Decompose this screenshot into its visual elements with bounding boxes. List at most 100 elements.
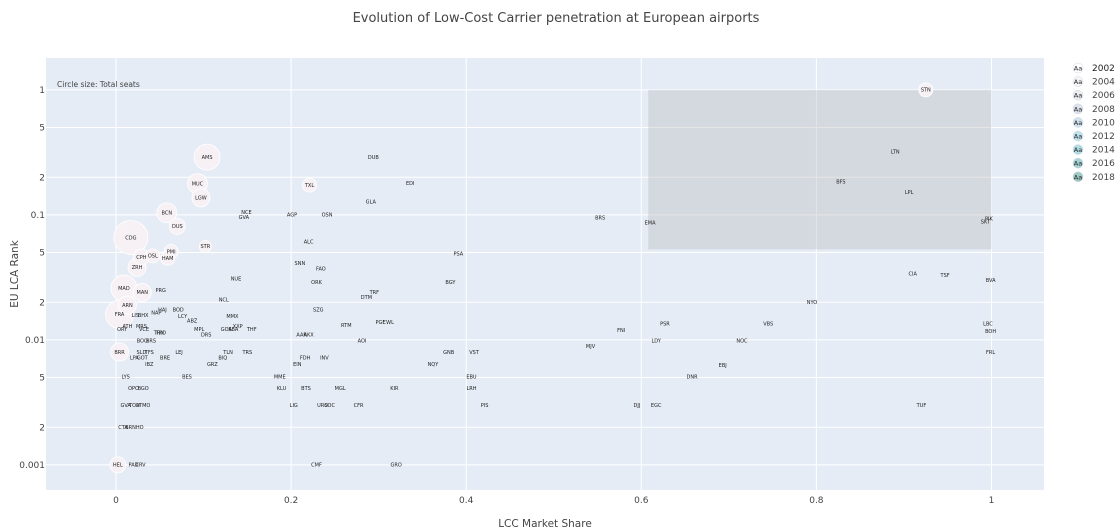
point-label: BGY (445, 280, 456, 286)
point-label: BRE (160, 356, 170, 362)
legend-marker-text: Aa (1074, 146, 1082, 154)
legend-label: 2006 (1092, 91, 1115, 101)
y-tick-label: 5 (39, 374, 45, 384)
point-label: FNI (617, 328, 625, 334)
point-label: EIN (293, 362, 302, 368)
bubble-layer (105, 82, 934, 474)
point-label: TUF (916, 403, 927, 409)
point-label: SOC (324, 403, 335, 409)
chart-title: Evolution of Low-Cost Carrier penetratio… (353, 11, 760, 26)
y-tick-label: 1 (39, 86, 45, 96)
point-label: TRS (241, 350, 252, 356)
point-label: AAR (296, 333, 307, 339)
point-label: FDH (300, 356, 311, 362)
x-tick-label: 1 (989, 496, 995, 506)
point-label: DTM (361, 295, 372, 301)
point-label: URO (317, 403, 328, 409)
point-label: BVA (986, 278, 996, 284)
point-label: ABZ (187, 319, 198, 325)
plot-area[interactable] (46, 58, 1044, 490)
point-label: SZG (313, 308, 324, 314)
legend-label: 2008 (1092, 105, 1115, 115)
legend-label: 2004 (1092, 78, 1115, 88)
point-label: XXP (233, 324, 243, 330)
point-label: GVA (120, 403, 131, 409)
point-label: NYO (807, 300, 818, 306)
point-label: PRG (155, 288, 165, 294)
point-label: NCE (241, 210, 251, 216)
point-label: TRN (153, 331, 165, 337)
legend-label: 2002 (1092, 64, 1115, 74)
point-label: LGW (195, 196, 207, 202)
point-label: MAD (118, 286, 130, 292)
point-label: DJJ (634, 403, 641, 409)
point-label: SLD (137, 350, 147, 356)
point-label: ORY (117, 327, 128, 333)
point-label: AGP (287, 213, 297, 219)
point-label: NAP (151, 311, 161, 317)
data-point (132, 282, 152, 302)
legend-marker-text: Aa (1074, 133, 1082, 141)
legend-marker (1072, 171, 1084, 183)
point-label: BRS (595, 215, 605, 221)
point-label: LRH (466, 386, 476, 392)
point-label: GNB (443, 350, 455, 356)
point-label: GVA (239, 215, 250, 221)
point-label: NCL (219, 297, 229, 303)
point-label: DUS (172, 224, 183, 230)
point-label: CMF (311, 463, 322, 469)
point-label: AKX (304, 333, 315, 339)
point-label: LYS (121, 374, 129, 380)
point-label: AOI (358, 338, 367, 344)
point-label: TLN (222, 350, 233, 356)
point-label: BOH (985, 329, 996, 335)
point-label: BOO (137, 338, 148, 344)
point-label: GOA (221, 327, 233, 333)
point-label: MJV (586, 344, 596, 350)
x-tick-label: 0.2 (284, 496, 298, 506)
data-point (109, 456, 127, 474)
legend-marker (1072, 62, 1084, 74)
point-label: PIS (481, 403, 489, 409)
point-label: BES (182, 374, 192, 380)
point-label: BGO (138, 386, 149, 392)
point-label: DRS (201, 333, 212, 339)
legend-label: 2010 (1092, 118, 1115, 128)
y-tick-label: 5 (39, 124, 45, 134)
legend-marker-text: Aa (1074, 78, 1082, 86)
data-point (302, 177, 317, 193)
legend-marker (1072, 157, 1084, 169)
point-label: DNR (687, 374, 699, 380)
point-label: LIS (132, 313, 139, 319)
point-label: LDY (651, 338, 661, 344)
point-label: ORK (311, 280, 322, 286)
point-label: CDG (125, 235, 136, 241)
size-annotation: Circle size: Total seats (57, 80, 140, 89)
point-label: PGF (376, 320, 386, 326)
point-label: CRV (135, 463, 146, 469)
point-label: MME (274, 374, 286, 380)
legend-marker-text: Aa (1074, 160, 1082, 168)
data-point (193, 143, 221, 171)
point-label: FAO (316, 267, 326, 273)
x-tick-label: 0 (113, 496, 119, 506)
y-tick-label: 0.01 (25, 336, 45, 346)
point-label: GLA (366, 199, 377, 205)
data-point (113, 220, 149, 255)
point-label: RTM (341, 323, 351, 329)
y-tick-label: 0.1 (31, 211, 45, 221)
point-label: PSA (453, 251, 463, 257)
point-label: AMS (202, 155, 213, 161)
y-axis-title: EU LCA Rank (9, 239, 21, 308)
point-label: BIQ (218, 356, 227, 362)
point-label: BOD (173, 307, 184, 313)
point-label: CWL (383, 320, 394, 326)
point-label: TXL (304, 183, 314, 189)
point-label: ATMO (136, 403, 150, 409)
point-label: EMA (645, 220, 656, 226)
point-label: PSR (660, 321, 670, 327)
point-label: CTA (118, 425, 128, 431)
point-label: MRS (136, 324, 147, 330)
point-label: MPL (194, 327, 204, 333)
legend-label: 2012 (1092, 132, 1115, 142)
